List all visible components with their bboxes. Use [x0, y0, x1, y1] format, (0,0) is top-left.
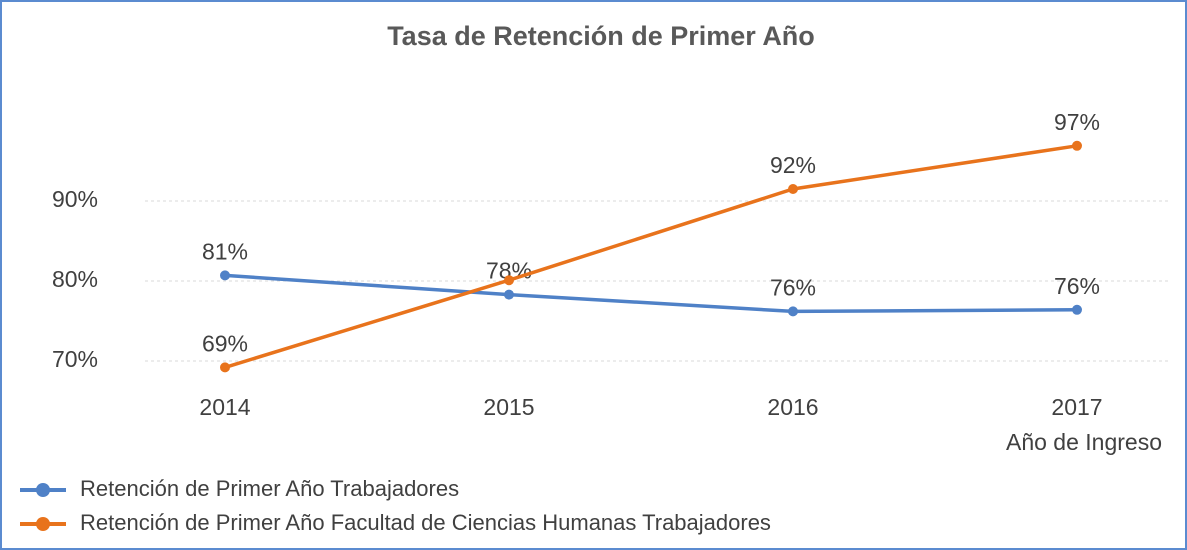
data-label: 76% — [770, 274, 816, 300]
data-label: 81% — [202, 238, 248, 264]
point — [788, 184, 798, 194]
point — [1072, 304, 1082, 315]
x-axis-label: Año de Ingreso — [1006, 429, 1162, 455]
y-tick-label: 90% — [52, 186, 98, 212]
x-tick-label: 2015 — [483, 394, 534, 420]
x-tick-label: 2016 — [767, 394, 818, 420]
y-tick-label: 70% — [52, 346, 98, 372]
point — [220, 362, 230, 373]
data-label: 92% — [770, 152, 816, 178]
data-label: 76% — [1054, 273, 1100, 299]
chart-title: Tasa de Retención de Primer Año — [387, 21, 815, 51]
legend-marker — [36, 483, 50, 497]
point — [504, 275, 514, 286]
point — [220, 270, 230, 281]
legend-marker — [36, 517, 50, 531]
y-tick-label: 80% — [52, 266, 98, 292]
line — [224, 144, 1078, 370]
point — [788, 306, 798, 317]
point — [504, 289, 514, 300]
x-tick-label: 2014 — [199, 394, 250, 420]
legend-label: Retención de Primer Año Facultad de Cien… — [80, 510, 771, 535]
data-label: 97% — [1054, 109, 1100, 135]
point — [1072, 140, 1082, 151]
legend-label: Retención de Primer Año Trabajadores — [80, 476, 459, 501]
line — [224, 273, 1078, 314]
x-tick-label: 2017 — [1051, 394, 1102, 420]
data-label: 69% — [202, 330, 248, 356]
